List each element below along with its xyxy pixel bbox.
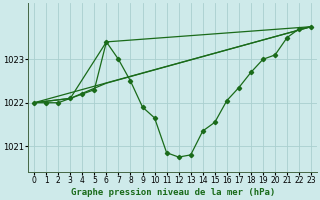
X-axis label: Graphe pression niveau de la mer (hPa): Graphe pression niveau de la mer (hPa): [70, 188, 275, 197]
